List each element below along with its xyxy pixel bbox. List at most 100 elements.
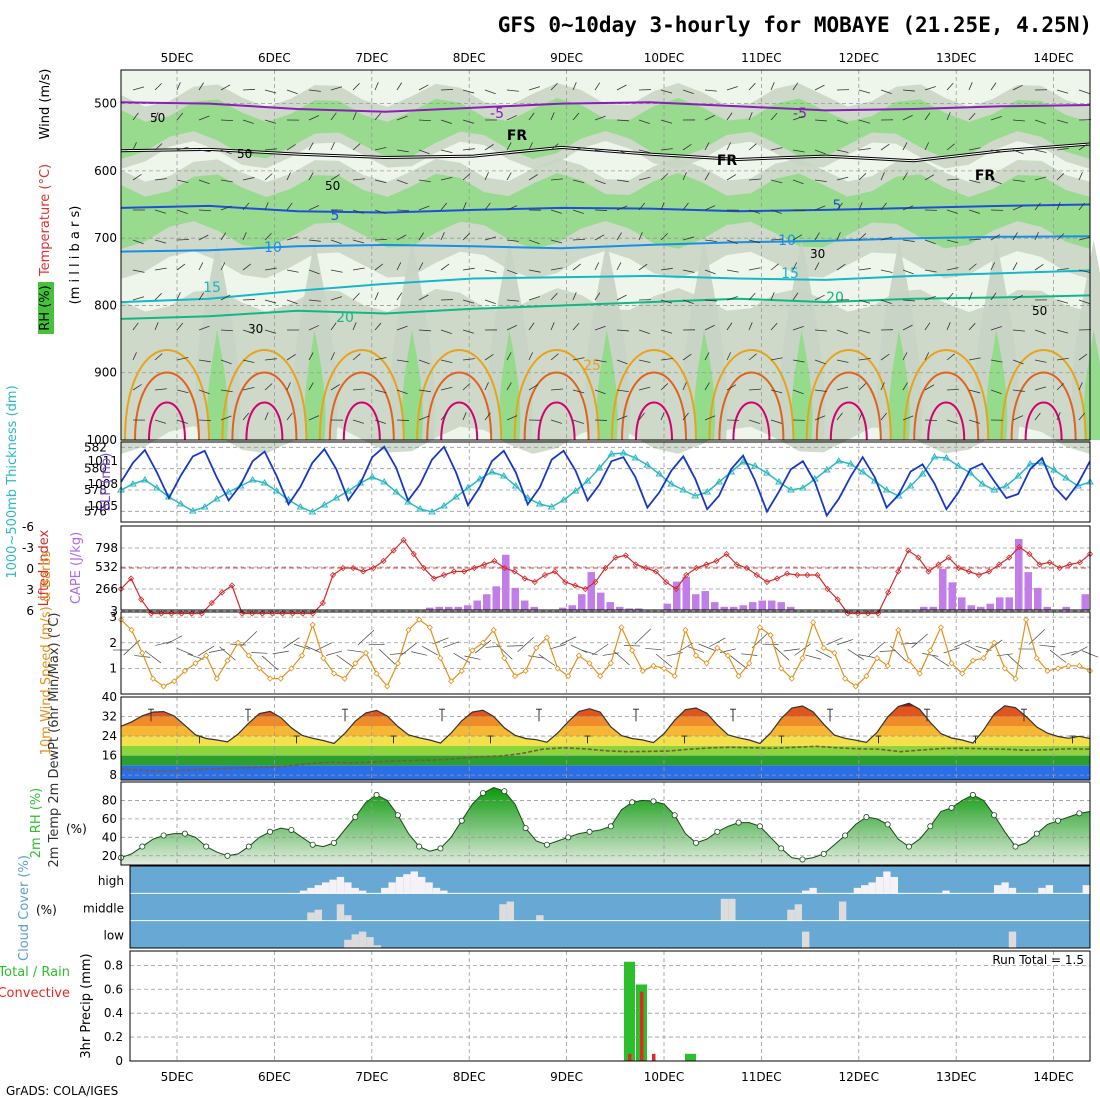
- cloud-bar: [853, 887, 862, 894]
- rh-point: [480, 790, 487, 797]
- thickness-point: [511, 482, 520, 489]
- cape-bar: [701, 591, 709, 610]
- wind-speed-point: [469, 647, 476, 654]
- wind-barb: [396, 115, 408, 121]
- wind-barb: [660, 148, 673, 151]
- lifted-index-point: [440, 571, 448, 579]
- wind-barb: [484, 172, 489, 181]
- wind-barb: [330, 239, 342, 245]
- wind-speed-point: [501, 655, 508, 662]
- top-date-label: 14DEC: [1033, 51, 1073, 65]
- lifted-index-tick: 3: [26, 583, 34, 597]
- wind-speed-point: [522, 667, 529, 675]
- lifted-index-point: [885, 589, 892, 596]
- wind-barb: [660, 412, 665, 421]
- wind-barb: [506, 382, 512, 391]
- cape-bar: [625, 608, 633, 610]
- wind-barb: [198, 149, 211, 153]
- wind-barb: [1056, 233, 1065, 241]
- thickness-point: [1014, 472, 1023, 479]
- surface-isotherm: [523, 371, 590, 441]
- precip-convective-bar: [640, 991, 644, 1061]
- wind-barb: [220, 84, 231, 91]
- wind-barb: [1056, 329, 1069, 334]
- wind-speed-point: [203, 652, 210, 659]
- cloud-bar: [366, 937, 374, 948]
- wind-barb: [242, 359, 255, 364]
- lifted-index-point: [350, 564, 357, 572]
- wind-barb: [902, 415, 914, 421]
- wind-barb: [261, 655, 279, 671]
- wind-barb: [748, 112, 753, 121]
- wind-barb: [1012, 415, 1024, 421]
- wind-barb: [440, 202, 448, 211]
- wind-barb: [440, 329, 452, 334]
- wind-barb: [924, 384, 935, 391]
- cape-bar: [578, 594, 586, 610]
- temp-band: [121, 736, 1090, 746]
- rh-point: [842, 832, 849, 839]
- wind-barb: [378, 648, 396, 665]
- wind-speed-point: [650, 662, 657, 669]
- cape-bar: [635, 608, 643, 610]
- wind-speed-point: [224, 657, 231, 664]
- wind-barb: [990, 359, 1003, 363]
- cape-bar: [464, 605, 472, 610]
- top-date-label: 9DEC: [550, 51, 583, 65]
- lifted-index-point: [945, 554, 952, 561]
- wind-speed-point: [788, 675, 795, 682]
- wind-barb: [1034, 412, 1041, 421]
- wind-barb: [990, 234, 1001, 241]
- wind-barb: [352, 322, 357, 331]
- rh-point: [884, 821, 891, 828]
- thickness-point: [583, 477, 592, 484]
- wind-barb: [836, 359, 849, 363]
- lifted-index-point: [925, 568, 932, 575]
- slp-tick: 1008: [87, 477, 118, 491]
- rh-point: [139, 843, 146, 850]
- cloud-bar: [861, 885, 869, 894]
- wind-barb: [880, 143, 890, 151]
- lifted-index-point: [804, 571, 811, 579]
- thickness-point: [787, 486, 795, 493]
- wind-barb: [968, 209, 980, 214]
- lifted-index-point: [1036, 561, 1043, 568]
- cloud-bar: [336, 876, 345, 894]
- wind-barb: [709, 637, 726, 648]
- lifted-index-point: [481, 561, 488, 568]
- cape-bar: [730, 606, 738, 610]
- wind-barb: [220, 179, 233, 183]
- isotherm-line: [120, 101, 1091, 113]
- wind-barb: [660, 233, 669, 241]
- wind-barb: [858, 383, 867, 391]
- cape-bar: [967, 605, 975, 610]
- wind-barb: [814, 232, 820, 241]
- wind-barb: [352, 353, 361, 361]
- rh-point: [799, 856, 806, 863]
- wind-barb: [352, 419, 364, 424]
- wind-barb: [550, 322, 555, 331]
- wind-barb: [770, 322, 778, 331]
- panel-frame: [129, 865, 1091, 949]
- rh-point: [778, 845, 785, 852]
- lifted-index-point: [400, 536, 407, 544]
- wind-barb: [352, 239, 365, 244]
- surface-isotherm: [537, 401, 576, 441]
- wind-barb: [594, 82, 601, 91]
- cloud-bar: [499, 904, 507, 921]
- lifted-index-point: [198, 610, 205, 617]
- wind-barb: [421, 645, 438, 656]
- wind-barb: [880, 172, 885, 181]
- rh-column-core: [304, 330, 326, 440]
- wind-speed-point: [746, 660, 753, 667]
- wind-barb: [911, 633, 928, 648]
- wind-barb: [308, 205, 320, 211]
- wind-barb: [440, 89, 453, 91]
- wind-speed-point: [416, 616, 423, 623]
- wind-barb: [638, 119, 650, 124]
- wind-barb: [396, 292, 403, 301]
- wind-barb: [440, 149, 453, 154]
- thickness-point: [882, 486, 891, 493]
- rh-tick: 80: [102, 793, 117, 807]
